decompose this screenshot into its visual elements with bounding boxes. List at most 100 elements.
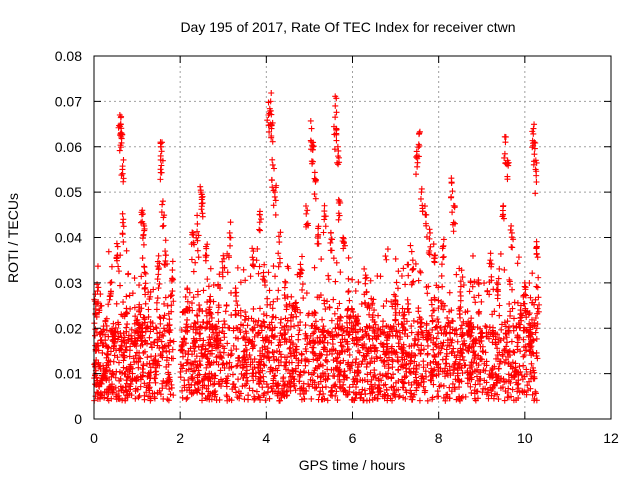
data-point — [339, 325, 346, 332]
data-point — [465, 348, 472, 355]
data-point — [483, 333, 490, 340]
data-point — [444, 322, 451, 329]
data-point — [522, 292, 529, 299]
data-point-peak — [487, 257, 494, 264]
data-point-peak — [95, 284, 102, 291]
data-point — [150, 360, 157, 367]
data-point — [470, 348, 477, 355]
data-point — [466, 288, 473, 295]
data-point — [530, 336, 537, 343]
data-point — [400, 265, 407, 272]
data-point — [116, 147, 123, 154]
data-point — [141, 348, 148, 355]
data-point — [117, 330, 124, 337]
data-point — [135, 394, 142, 401]
data-point — [141, 392, 148, 399]
data-point — [108, 263, 115, 270]
data-point — [311, 264, 318, 271]
data-point — [383, 256, 390, 263]
data-point — [92, 311, 99, 318]
data-point — [402, 387, 409, 394]
data-point — [215, 361, 222, 368]
data-point — [349, 359, 356, 366]
data-point — [454, 338, 461, 345]
data-point — [256, 379, 263, 386]
data-point — [417, 350, 424, 357]
data-point — [331, 310, 338, 317]
data-point — [157, 176, 164, 183]
data-point — [292, 300, 299, 307]
data-point — [508, 338, 515, 345]
data-point — [372, 321, 379, 328]
data-point — [132, 395, 139, 402]
data-point — [233, 293, 240, 300]
data-point — [399, 305, 406, 312]
data-point — [293, 349, 300, 356]
data-point — [194, 228, 201, 235]
data-point — [464, 347, 471, 354]
data-point — [408, 323, 415, 330]
data-point — [454, 372, 461, 379]
data-point — [438, 382, 445, 389]
data-point — [346, 388, 353, 395]
data-point — [414, 159, 421, 166]
data-point — [530, 142, 537, 149]
data-point — [208, 314, 215, 321]
data-point — [196, 306, 203, 313]
data-point — [256, 263, 263, 270]
data-point — [525, 328, 532, 335]
data-point — [502, 330, 509, 337]
data-point — [435, 305, 442, 312]
data-point — [319, 384, 326, 391]
data-point — [222, 308, 229, 315]
data-point — [464, 380, 471, 387]
data-point — [209, 326, 216, 333]
data-point — [514, 339, 521, 346]
data-point — [469, 338, 476, 345]
data-point — [401, 330, 408, 337]
data-point — [518, 372, 525, 379]
data-point — [494, 391, 501, 398]
data-point — [518, 317, 525, 324]
data-point — [390, 383, 397, 390]
data-point — [280, 382, 287, 389]
data-point — [205, 377, 212, 384]
data-point — [127, 364, 134, 371]
data-point — [339, 332, 346, 339]
data-point — [268, 111, 275, 118]
data-point — [129, 290, 136, 297]
data-point — [488, 273, 495, 280]
data-point — [504, 339, 511, 346]
data-point — [448, 179, 455, 186]
data-point — [525, 341, 532, 348]
x-tick-label: 2 — [176, 430, 184, 446]
data-point — [270, 263, 277, 270]
data-point — [288, 353, 295, 360]
data-point — [344, 374, 351, 381]
data-point — [242, 277, 249, 284]
data-point — [114, 319, 121, 326]
data-point — [263, 381, 270, 388]
data-point — [345, 288, 352, 295]
data-point — [315, 223, 322, 230]
data-point — [430, 346, 437, 353]
data-point — [483, 324, 490, 331]
data-point — [106, 367, 113, 374]
data-point — [529, 270, 536, 277]
data-point — [311, 385, 318, 392]
data-point — [158, 209, 165, 216]
data-point — [93, 329, 100, 336]
data-point — [419, 202, 426, 209]
data-point — [319, 328, 326, 335]
data-point — [184, 316, 191, 323]
data-point — [120, 238, 127, 245]
data-point — [406, 366, 413, 373]
data-point — [340, 381, 347, 388]
data-point — [152, 368, 159, 375]
data-point — [427, 359, 434, 366]
data-point — [315, 240, 322, 247]
data-point — [150, 339, 157, 346]
data-point — [195, 254, 202, 261]
data-point — [493, 355, 500, 362]
data-point — [361, 291, 368, 298]
